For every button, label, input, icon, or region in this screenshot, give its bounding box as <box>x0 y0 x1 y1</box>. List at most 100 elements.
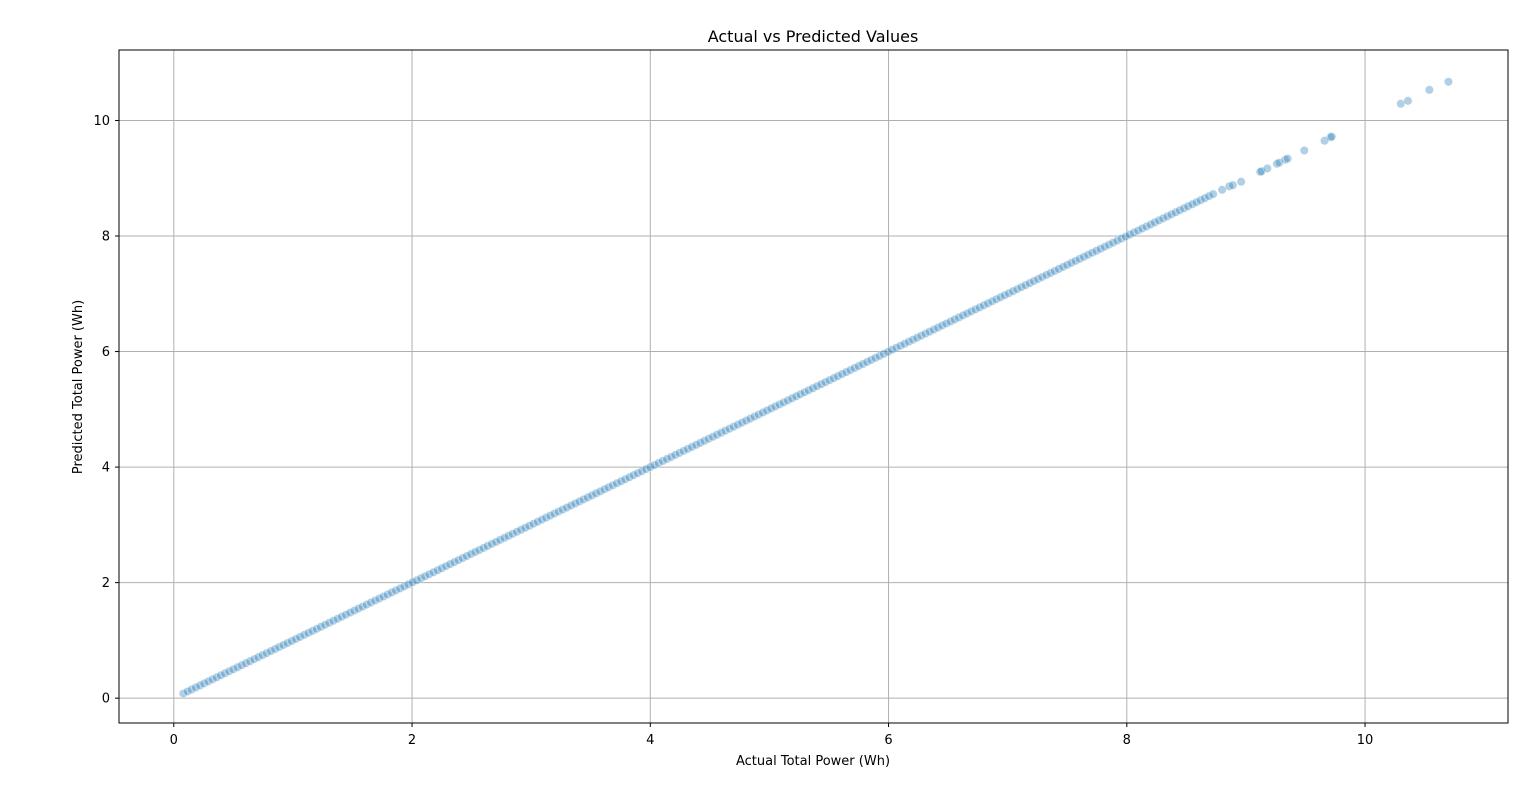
data-point <box>458 553 468 563</box>
data-point <box>1050 266 1060 276</box>
data-point <box>783 395 793 405</box>
data-point <box>875 351 885 361</box>
data-point <box>241 658 251 668</box>
data-point <box>687 442 697 452</box>
data-point <box>1141 221 1151 231</box>
data-point <box>679 446 689 456</box>
data-point <box>795 389 805 399</box>
data-point <box>862 357 872 367</box>
data-points <box>178 77 1453 699</box>
data-point <box>212 672 222 682</box>
data-point <box>975 302 985 312</box>
data-point <box>287 636 297 646</box>
data-point <box>574 496 584 506</box>
data-point <box>1116 234 1126 244</box>
data-point <box>695 438 705 448</box>
data-point <box>433 565 443 575</box>
data-point <box>704 434 714 444</box>
data-point <box>654 458 664 468</box>
data-point <box>1096 244 1106 254</box>
data-point <box>733 420 743 430</box>
data-point <box>491 537 501 547</box>
data-point <box>428 567 438 577</box>
data-point <box>937 321 947 331</box>
data-point <box>1262 163 1272 173</box>
data-point <box>499 533 509 543</box>
data-point <box>591 488 601 498</box>
data-point <box>858 359 868 369</box>
data-point <box>1283 154 1293 164</box>
data-point <box>278 640 288 650</box>
data-point <box>316 622 326 632</box>
data-point <box>416 573 426 583</box>
data-point <box>1443 77 1453 87</box>
data-point <box>233 662 243 672</box>
data-point <box>891 343 901 353</box>
data-point <box>349 606 359 616</box>
data-point <box>541 513 551 523</box>
data-point <box>424 569 434 579</box>
x-tick-label: 2 <box>408 733 416 748</box>
data-point <box>383 589 393 599</box>
data-point <box>1272 159 1282 169</box>
data-point <box>879 349 889 359</box>
data-point <box>620 474 630 484</box>
data-point <box>1150 217 1160 227</box>
data-point <box>224 666 234 676</box>
data-point <box>308 626 318 636</box>
data-point <box>854 361 864 371</box>
data-point <box>808 383 818 393</box>
data-point <box>1424 85 1434 95</box>
data-point <box>1025 278 1035 288</box>
chart-title: Actual vs Predicted Values <box>708 27 919 46</box>
data-point <box>616 476 626 486</box>
data-point <box>445 559 455 569</box>
data-point <box>1208 189 1218 199</box>
data-point <box>353 604 363 614</box>
data-point <box>1204 191 1214 201</box>
data-point <box>812 381 822 391</box>
data-point <box>1046 268 1056 278</box>
data-point <box>437 563 447 573</box>
y-tick-label: 2 <box>102 576 110 591</box>
data-point <box>945 317 955 327</box>
data-point <box>1062 260 1072 270</box>
data-point <box>558 505 568 515</box>
data-point <box>716 428 726 438</box>
data-point <box>258 650 268 660</box>
data-point <box>1004 288 1014 298</box>
data-point <box>178 689 188 699</box>
data-point <box>466 549 476 559</box>
x-tick-label: 4 <box>646 733 654 748</box>
data-point <box>370 596 380 606</box>
data-point <box>950 314 960 324</box>
data-point <box>745 414 755 424</box>
data-point <box>883 347 893 357</box>
data-point <box>479 543 489 553</box>
data-point <box>741 416 751 426</box>
data-point <box>483 541 493 551</box>
data-point <box>412 575 422 585</box>
x-axis-label: Actual Total Power (Wh) <box>736 754 890 769</box>
data-point <box>712 430 722 440</box>
data-point <box>312 624 322 634</box>
data-point <box>579 494 589 504</box>
x-tick-label: 0 <box>170 733 178 748</box>
data-point <box>387 587 397 597</box>
data-point <box>604 482 614 492</box>
data-point <box>1146 219 1156 229</box>
data-point <box>216 670 226 680</box>
data-point <box>837 369 847 379</box>
data-point <box>820 377 830 387</box>
x-tick-label: 8 <box>1123 733 1131 748</box>
data-point <box>324 618 334 628</box>
y-tick-label: 6 <box>102 345 110 360</box>
data-point <box>804 385 814 395</box>
data-point <box>645 462 655 472</box>
data-point <box>328 616 338 626</box>
data-point <box>829 373 839 383</box>
data-point <box>599 484 609 494</box>
data-point <box>762 405 772 415</box>
data-point <box>395 583 405 593</box>
